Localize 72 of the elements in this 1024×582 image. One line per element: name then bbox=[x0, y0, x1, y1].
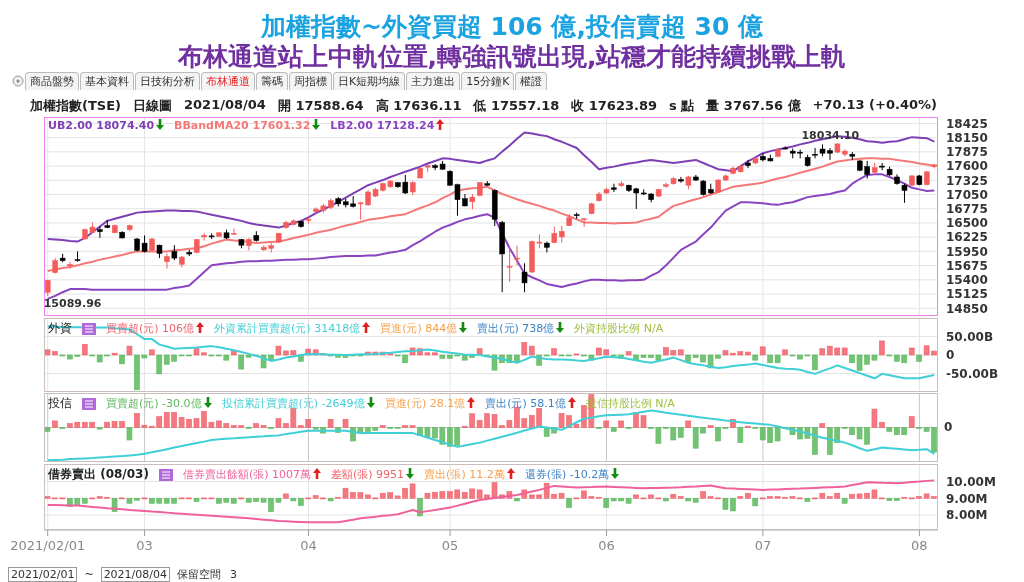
text: LB2.00 17128.24 bbox=[330, 119, 435, 132]
annotation: 15089.96 bbox=[43, 296, 102, 310]
x-tick-label: 07 bbox=[754, 538, 772, 553]
series-label: 買賣超(元) -30.0億 bbox=[106, 397, 202, 410]
y-tick-label: 17600 bbox=[946, 159, 988, 174]
x-tick-label: 06 bbox=[598, 538, 615, 553]
text: 籌碼 bbox=[261, 75, 283, 88]
annotation: 還券(張) -10.2萬 bbox=[524, 468, 610, 481]
annotation: 賣出(元) 58.1億 bbox=[485, 397, 566, 410]
chart-title: 借券賣出 (08/03) bbox=[48, 466, 149, 483]
x-tick-label: 03 bbox=[136, 538, 153, 553]
annotation: 買進(元) 844億 bbox=[380, 322, 458, 335]
y-tick-label: 15125 bbox=[946, 287, 988, 302]
x-tick-label: 05 bbox=[441, 538, 459, 553]
text: 權證 bbox=[520, 75, 543, 88]
text: 保留空間 bbox=[177, 568, 222, 581]
text: 日線圖 bbox=[133, 97, 172, 115]
text: s 點 bbox=[669, 97, 695, 115]
annotation: 賣出(張) 11.2萬 bbox=[424, 468, 505, 481]
text: ~ bbox=[84, 568, 94, 581]
text: 布林通道 bbox=[206, 75, 250, 88]
text: 2021/08/04 bbox=[184, 97, 266, 114]
series-label: 差額(張) 9951 bbox=[331, 468, 405, 481]
text: 3 bbox=[230, 568, 238, 581]
x-tick-label: 08 bbox=[911, 538, 928, 553]
text: 15分鐘K bbox=[466, 75, 510, 88]
y-tick-label: 17875 bbox=[946, 145, 988, 160]
y-tick-label: 16225 bbox=[946, 230, 988, 245]
text: 2021/02/01 bbox=[11, 568, 75, 581]
y-tick-label: 0 bbox=[946, 348, 955, 363]
text: 低 17557.18 bbox=[473, 97, 560, 115]
annotation: 賣出(元) 738億 bbox=[477, 322, 555, 335]
chart-title: 加權指數~外資買超 106 億,投信賣超 30 億 bbox=[260, 12, 764, 41]
text: UB2.00 18074.40 bbox=[48, 119, 155, 132]
text: 主力進出 bbox=[411, 75, 456, 88]
x-tick-label: 04 bbox=[300, 538, 317, 553]
text: 投信累計買賣超(元) -2649億 bbox=[221, 397, 365, 410]
text: 2021/08/04 bbox=[103, 568, 168, 581]
chart-title: 投信 bbox=[48, 395, 72, 412]
text: 量 3767.56 億 bbox=[706, 97, 801, 115]
text: 收 17623.89 bbox=[571, 97, 658, 115]
y-tick-label: -50.00B bbox=[946, 366, 999, 381]
y-tick-label: 18425 bbox=[946, 116, 988, 131]
chart-subtitle: 布林通道站上中軌位置,轉強訊號出現,站穩才能持續挑戰上軌 bbox=[177, 42, 847, 71]
text: 加權指數(TSE) bbox=[30, 97, 121, 115]
y-tick-label: 50.00B bbox=[946, 329, 994, 344]
text: 借券賣出餘額(張) 1007萬 bbox=[182, 468, 312, 481]
y-tick-label: 16775 bbox=[946, 202, 988, 217]
y-tick-label: 15400 bbox=[946, 273, 988, 288]
y-tick-label: 16500 bbox=[946, 216, 988, 231]
y-tick-label: 9.00M bbox=[946, 491, 988, 506]
text: 高 17636.11 bbox=[375, 97, 462, 115]
text: 日技術分析 bbox=[140, 75, 195, 88]
series-label: 外資累計買賣超(元) 31418億 bbox=[214, 322, 361, 335]
y-tick-label: 15675 bbox=[946, 258, 988, 273]
text: 開 17588.64 bbox=[277, 97, 364, 115]
y-tick-label: 15950 bbox=[946, 244, 988, 259]
annotation: 買進(元) 28.1億 bbox=[384, 397, 466, 410]
x-tick-label: 2021/02/01 bbox=[10, 538, 86, 553]
text: +70.13 (+0.40%) bbox=[812, 97, 937, 114]
text: 日K短期均線 bbox=[338, 75, 401, 88]
text: BBandMA20 17601.32 bbox=[174, 119, 311, 132]
text: 周指標 bbox=[294, 75, 327, 88]
y-tick-label: 18150 bbox=[946, 130, 988, 145]
y-tick-label: 17325 bbox=[946, 173, 988, 188]
y-tick-label: 17050 bbox=[946, 187, 988, 202]
text: 基本資料 bbox=[85, 75, 129, 88]
y-tick-label: 14850 bbox=[946, 301, 988, 316]
annotation: 外資持股比例 N/A bbox=[574, 322, 664, 335]
text: 商品盤勢 bbox=[30, 75, 74, 88]
y-tick-label: 8.00M bbox=[946, 508, 988, 523]
y-tick-label: 10.00M bbox=[946, 474, 996, 489]
